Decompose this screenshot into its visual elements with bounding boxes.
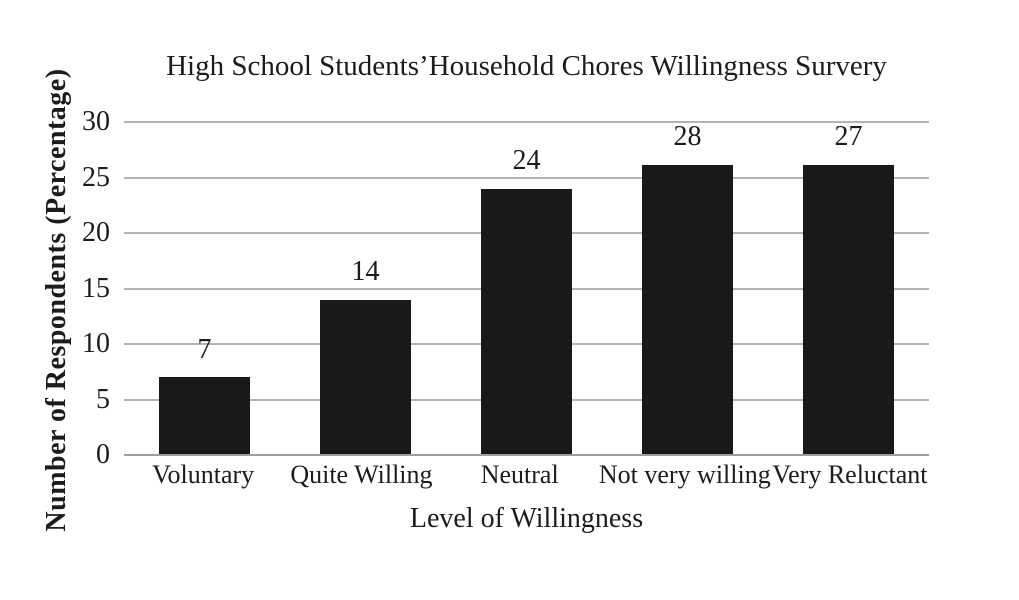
- gridline: [124, 121, 929, 123]
- bar: [802, 164, 895, 455]
- bar: [158, 377, 251, 455]
- y-tick-label: 25: [82, 161, 110, 193]
- x-category-label: Quite Willing: [290, 460, 433, 489]
- x-category-label: Voluntary: [152, 460, 255, 489]
- y-tick-label: 15: [82, 272, 110, 304]
- bar-group: 14: [285, 122, 446, 455]
- bar-series: 7 14 24 28 27: [124, 121, 929, 455]
- gridline: [124, 176, 929, 179]
- bar-value-label: 27: [834, 121, 863, 152]
- y-tick-label: 10: [82, 328, 110, 359]
- y-tick-label: 30: [82, 106, 110, 137]
- y-tick-label: 0: [96, 439, 110, 470]
- x-category-label: Very Reluctant: [772, 460, 928, 489]
- plot-area: 7 14 24 28 27: [124, 121, 929, 456]
- bar-group: 7: [124, 122, 285, 455]
- bar-value-label: 7: [197, 333, 212, 365]
- y-tick-label: 5: [96, 383, 110, 415]
- x-axis-category-labels: Voluntary Quite Willing Neutral Not very wi…: [124, 460, 929, 490]
- bar: [641, 164, 734, 455]
- bar-value-label: 28: [673, 121, 702, 152]
- bar-group: 28: [607, 121, 768, 455]
- bar-value-label: 14: [351, 255, 380, 287]
- bar: [319, 299, 412, 455]
- x-category-label: Neutral: [480, 460, 559, 489]
- chart-title: High School Students’Household Chores Wi…: [166, 50, 887, 82]
- bar-group: 24: [446, 122, 607, 455]
- bar: [480, 188, 573, 455]
- bar-group: 27: [768, 121, 929, 455]
- y-tick-label: 20: [82, 217, 110, 248]
- x-axis-baseline: [124, 454, 929, 456]
- bar-value-label: 24: [512, 144, 541, 176]
- x-category-label: Not very willing: [598, 460, 771, 489]
- x-axis-title: Level of Willingness: [409, 503, 644, 534]
- y-axis-tick-labels: 30 25 20 15 10 5 0: [0, 108, 110, 469]
